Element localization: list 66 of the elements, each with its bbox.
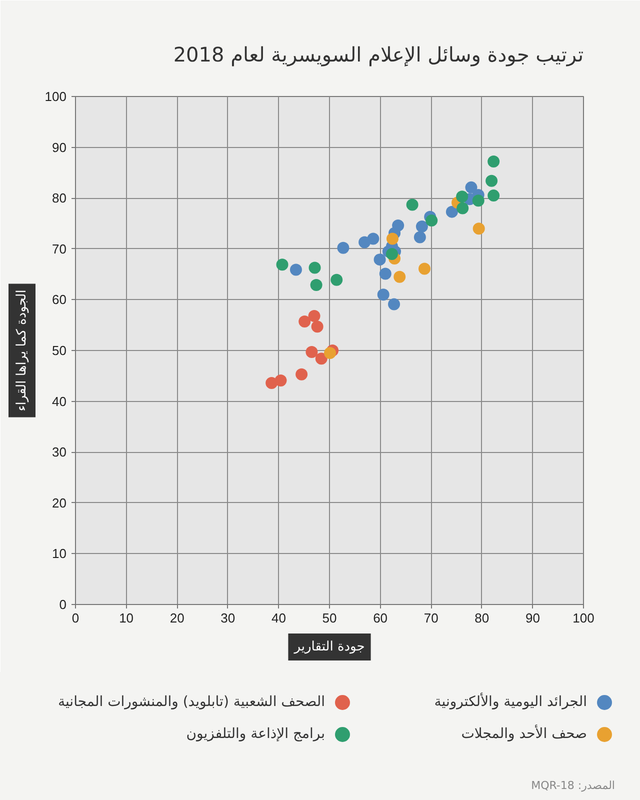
point: [426, 214, 438, 226]
point: [386, 248, 398, 260]
point: [274, 374, 287, 386]
x-axis-title: جودة التقارير: [293, 640, 365, 654]
point: [315, 352, 328, 365]
text: المصدر: MQR-18: [531, 778, 615, 794]
x-tick-label: 50: [322, 610, 337, 626]
point: [337, 242, 350, 254]
legend-label: الجرائد اليومية والألكترونية: [434, 692, 587, 712]
point: [414, 231, 426, 244]
point: [276, 258, 288, 271]
y-tick-label: 90: [52, 140, 67, 155]
point: [386, 232, 398, 245]
y-axis-title: الجودة كما يراها القراء: [14, 290, 30, 412]
point: [406, 198, 418, 211]
x-tick-label: 10: [119, 610, 134, 626]
point: [374, 254, 386, 266]
chart-title: ترتيب جودة وسائل الإعلام السويسرية لعام 2018: [173, 42, 584, 66]
point: [290, 264, 302, 276]
x-tick-label: 0: [72, 610, 80, 626]
x-tick-label: 70: [424, 610, 438, 626]
y-tick-label: 80: [52, 190, 67, 206]
x-tick-label: 100: [572, 610, 594, 626]
point: [377, 288, 390, 301]
point: [296, 368, 308, 380]
y-tick-label: 10: [52, 546, 67, 562]
point: [416, 220, 428, 233]
point: [488, 190, 500, 202]
point: [308, 262, 321, 274]
point: [308, 310, 320, 322]
point: [298, 316, 311, 328]
point: [330, 274, 343, 286]
point: [379, 268, 392, 280]
point: [456, 190, 468, 203]
point: [472, 222, 485, 235]
y-tick-label: 50: [52, 343, 67, 358]
x-tick-label: 40: [271, 610, 286, 626]
point: [418, 262, 430, 275]
x-tick-label: 90: [525, 610, 540, 626]
x-tick-label: 30: [220, 610, 236, 626]
y-tick-label: 100: [44, 89, 67, 104]
point: [388, 298, 400, 310]
x-tick-label: 60: [373, 610, 388, 626]
y-tick-label: 0: [59, 597, 67, 612]
point: [456, 202, 469, 214]
y-tick-label: 30: [52, 444, 67, 460]
y-tick-label: 70: [52, 241, 67, 256]
x-tick-label: 80: [474, 610, 490, 626]
point: [358, 236, 371, 248]
legend-label: صحف الأحد والمجلات: [461, 724, 587, 744]
point: [446, 206, 458, 218]
x-tick-label: 20: [170, 610, 184, 626]
y-tick-label: 60: [52, 292, 67, 308]
point: [310, 278, 322, 291]
y-tick-label: 40: [52, 394, 67, 409]
point: [394, 270, 406, 283]
legend-label: برامج الإذاعة والتلفزيون: [186, 725, 325, 744]
legend-label: الصحف الشعبية (تابلويد) والمنشورات المجانية: [58, 693, 325, 712]
point: [324, 347, 336, 360]
point: [488, 156, 500, 168]
point: [306, 346, 318, 358]
y-tick-label: 20: [52, 495, 67, 510]
point: [311, 320, 324, 333]
point: [472, 194, 484, 207]
point: [486, 174, 498, 187]
point: [465, 181, 478, 194]
